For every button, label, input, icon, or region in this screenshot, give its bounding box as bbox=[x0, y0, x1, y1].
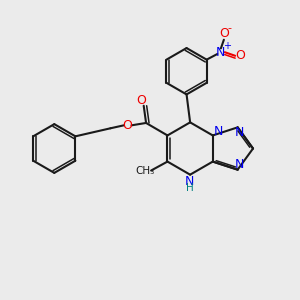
Text: CH₃: CH₃ bbox=[135, 166, 154, 176]
Text: O: O bbox=[136, 94, 146, 107]
Text: O: O bbox=[123, 119, 133, 132]
Text: O: O bbox=[236, 49, 245, 62]
Text: N: N bbox=[185, 175, 194, 188]
Text: H: H bbox=[186, 183, 194, 193]
Text: -: - bbox=[228, 23, 232, 33]
Text: N: N bbox=[235, 158, 244, 171]
Text: N: N bbox=[216, 46, 226, 59]
Text: O: O bbox=[219, 27, 229, 40]
Text: N: N bbox=[213, 125, 223, 138]
Text: N: N bbox=[235, 126, 244, 139]
Text: +: + bbox=[224, 41, 231, 51]
